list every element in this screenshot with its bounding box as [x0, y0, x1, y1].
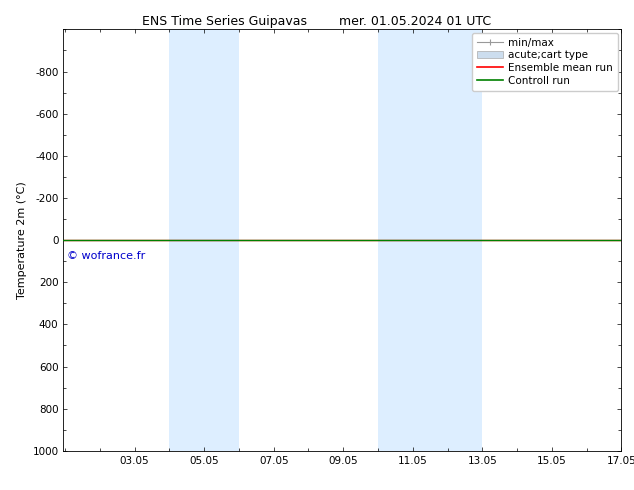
Bar [378, 29, 482, 451]
Text: © wofrance.fr: © wofrance.fr [67, 251, 145, 261]
Text: ENS Time Series Guipavas        mer. 01.05.2024 01 UTC: ENS Time Series Guipavas mer. 01.05.2024… [143, 15, 491, 28]
Bar [169, 29, 239, 451]
Y-axis label: Temperature 2m (°C): Temperature 2m (°C) [17, 181, 27, 299]
Legend: min/max, acute;cart type, Ensemble mean run, Controll run: min/max, acute;cart type, Ensemble mean … [472, 32, 618, 91]
